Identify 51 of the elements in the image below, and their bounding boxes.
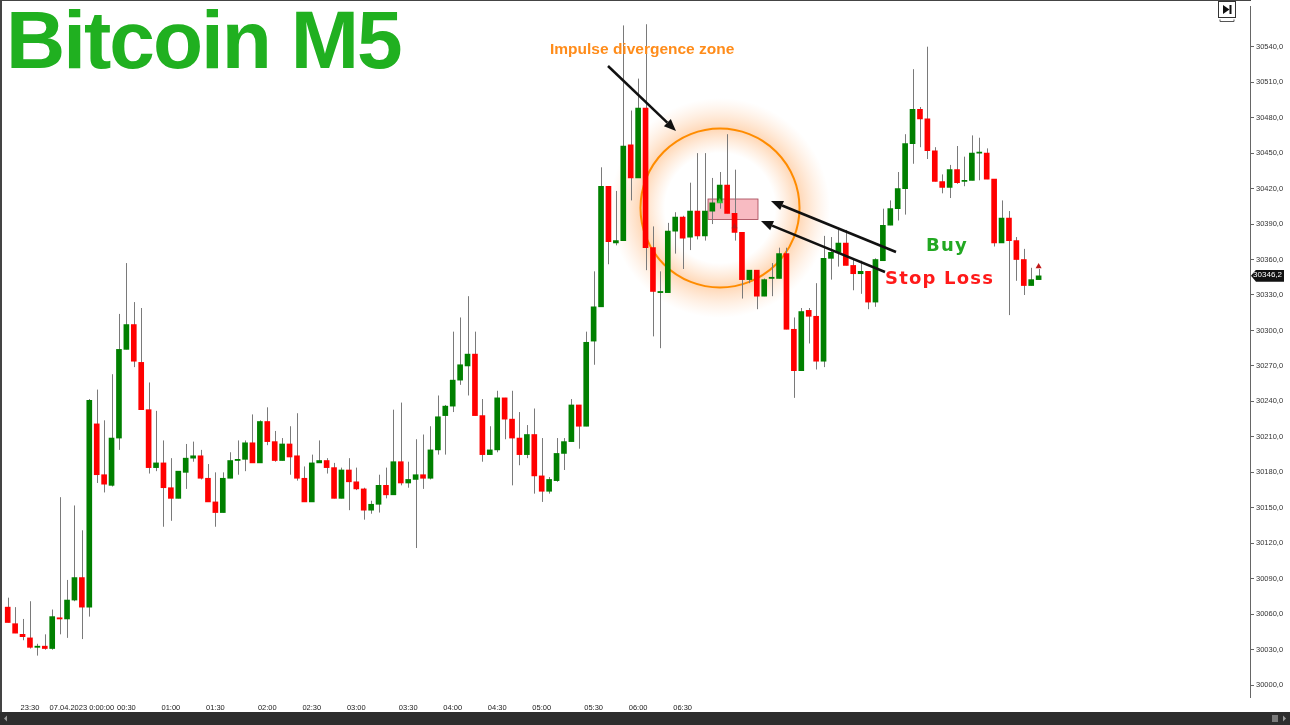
point xyxy=(716,198,723,204)
candlestick xyxy=(279,437,285,462)
candlestick xyxy=(56,496,63,635)
candlestick xyxy=(442,404,449,456)
candlestick xyxy=(375,474,382,514)
annotation: Stop Loss xyxy=(885,267,995,288)
candlestick xyxy=(197,449,204,480)
candlestick xyxy=(294,412,300,482)
candlestick xyxy=(524,424,530,459)
candlestick xyxy=(731,169,738,242)
candlestick xyxy=(709,177,716,225)
point xyxy=(731,222,738,229)
candlestick xyxy=(509,390,515,486)
candlestick xyxy=(828,236,834,281)
candlestick xyxy=(961,156,968,187)
candlestick xyxy=(360,487,367,521)
candlestick xyxy=(4,597,11,624)
candlestick xyxy=(917,106,923,148)
candlestick xyxy=(657,270,664,349)
candlestick xyxy=(405,461,412,489)
candlestick xyxy=(1006,210,1012,316)
candlestick xyxy=(182,443,189,490)
candlestick xyxy=(1013,236,1020,282)
candlestick xyxy=(190,441,196,463)
candlestick xyxy=(242,439,248,472)
candlestick xyxy=(383,467,389,499)
candlestick xyxy=(397,402,404,486)
candlestick xyxy=(420,434,426,490)
candlestick xyxy=(561,437,567,471)
candlestick xyxy=(316,439,323,464)
candlestick xyxy=(575,404,582,450)
candlestick xyxy=(168,457,174,522)
candlestick xyxy=(153,410,159,472)
chart-title: Bitcoin M5 xyxy=(6,0,401,85)
candlestick xyxy=(27,600,33,650)
candlestick xyxy=(946,164,953,199)
candlestick xyxy=(538,437,545,503)
candlestick xyxy=(768,262,775,297)
candlestick xyxy=(954,145,960,185)
candlestick xyxy=(412,438,419,549)
candlestick xyxy=(672,211,679,255)
candlestick xyxy=(64,579,70,639)
candlestick xyxy=(234,439,241,476)
annotation: Buy xyxy=(926,234,968,255)
candlestick xyxy=(486,425,493,456)
candlestick xyxy=(716,171,723,210)
annotation: 30346,2 xyxy=(1251,269,1284,282)
candlestick xyxy=(271,430,278,463)
candlestick xyxy=(12,606,18,634)
candlestick xyxy=(457,316,463,386)
candlestick xyxy=(264,406,271,446)
